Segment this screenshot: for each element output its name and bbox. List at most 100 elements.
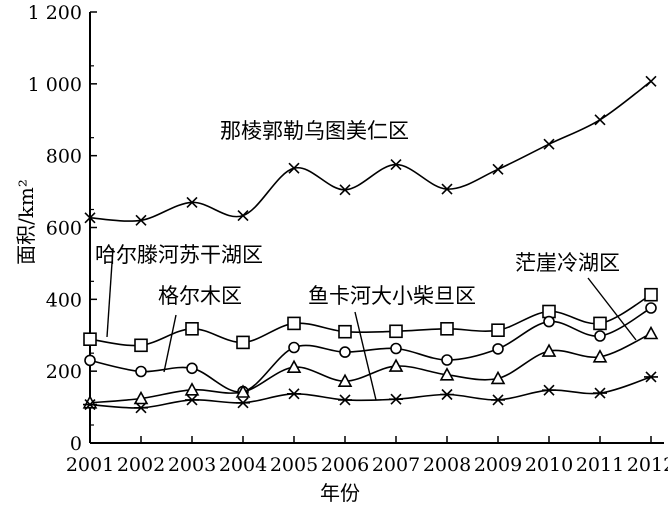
data-point xyxy=(84,212,96,224)
data-point xyxy=(237,210,249,222)
data-point xyxy=(134,338,148,353)
leader-line xyxy=(354,311,377,401)
series-square xyxy=(83,287,658,353)
series-label: 茫崖冷湖区 xyxy=(515,251,620,275)
data-point xyxy=(185,394,199,406)
x-tick-label: 2010 xyxy=(525,454,573,476)
x-tick-label: 2002 xyxy=(117,454,165,476)
data-point xyxy=(185,321,199,336)
series-annotation: 哈尔滕河苏干湖区 xyxy=(95,243,263,338)
series-star xyxy=(83,371,658,414)
data-point xyxy=(186,362,198,375)
data-point xyxy=(441,354,453,366)
series-line xyxy=(89,80,652,222)
data-point xyxy=(134,402,148,414)
leader-line xyxy=(163,314,177,373)
x-tick-label: 2011 xyxy=(576,454,624,476)
data-point xyxy=(543,315,555,328)
data-point xyxy=(236,397,250,409)
series-annotation: 茫崖冷湖区 xyxy=(515,251,637,341)
x-tick-label: 2001 xyxy=(66,454,114,476)
x-tick-label: 2003 xyxy=(168,454,216,476)
y-ticks: 0 200 400 600 800 1 000 1 200 xyxy=(28,2,97,455)
data-point xyxy=(592,349,608,363)
series-annotation: 那棱郭勒乌图美仁区 xyxy=(220,119,409,143)
data-point xyxy=(235,384,251,398)
series-triangle xyxy=(82,325,659,409)
data-point xyxy=(135,365,147,378)
data-point xyxy=(492,163,504,175)
data-point xyxy=(492,343,504,355)
series-label: 那棱郭勒乌图美仁区 xyxy=(220,119,409,143)
data-point xyxy=(491,323,505,338)
data-point xyxy=(83,332,97,347)
data-point xyxy=(389,324,403,339)
data-point xyxy=(440,321,454,336)
data-point xyxy=(593,316,607,331)
data-point xyxy=(338,394,352,406)
data-point xyxy=(594,114,606,126)
data-point xyxy=(643,325,659,340)
data-point xyxy=(542,304,556,319)
y-tick-label: 200 xyxy=(46,361,82,383)
data-point xyxy=(388,358,404,372)
x-tick-label: 2006 xyxy=(321,454,369,476)
y-tick-label: 800 xyxy=(46,146,82,168)
data-point xyxy=(337,373,353,388)
data-point xyxy=(288,341,300,354)
series-annotation: 鱼卡河大小柴旦区 xyxy=(308,284,476,401)
data-point xyxy=(84,354,96,367)
data-point xyxy=(288,162,300,174)
data-point xyxy=(83,399,97,411)
y-tick-label: 400 xyxy=(46,289,82,311)
data-point xyxy=(645,75,657,87)
data-point xyxy=(184,382,200,396)
data-point xyxy=(390,159,402,171)
data-point xyxy=(541,343,557,357)
data-point xyxy=(339,184,351,196)
data-point xyxy=(390,342,402,355)
series-label: 哈尔滕河苏干湖区 xyxy=(95,243,263,267)
data-point xyxy=(389,393,403,405)
x-ticks: 2001 2002 2003 2004 2005 2006 2007 2008 2009 2010… xyxy=(66,436,668,476)
data-point xyxy=(287,316,301,331)
data-point xyxy=(543,138,555,150)
data-point xyxy=(338,324,352,339)
data-point xyxy=(645,302,657,314)
data-point xyxy=(286,359,302,374)
data-point xyxy=(287,388,301,400)
y-tick-label: 600 xyxy=(46,218,82,240)
x-tick-label: 2009 xyxy=(474,454,522,476)
data-point xyxy=(439,367,455,381)
data-point xyxy=(236,335,250,350)
leader-line xyxy=(106,247,114,338)
axes xyxy=(89,12,664,444)
data-point xyxy=(644,371,658,383)
x-axis-title: 年份 xyxy=(320,481,360,505)
x-tick-label: 2004 xyxy=(219,454,267,476)
series-x xyxy=(84,75,657,226)
data-point xyxy=(594,330,606,342)
data-point xyxy=(440,388,454,401)
data-point xyxy=(186,196,198,208)
series-annotation: 格尔木区 xyxy=(158,284,242,373)
data-point xyxy=(441,183,453,195)
series-layer xyxy=(82,75,659,414)
data-point xyxy=(491,394,505,406)
data-point xyxy=(593,387,607,399)
y-tick-label: 0 xyxy=(70,433,82,455)
data-point xyxy=(542,384,556,396)
leader-line xyxy=(587,277,637,341)
series-label: 格尔木区 xyxy=(158,284,242,308)
x-tick-label: 2008 xyxy=(423,454,471,476)
series-label: 鱼卡河大小柴旦区 xyxy=(308,284,476,308)
data-point xyxy=(133,390,149,405)
data-point xyxy=(135,214,147,226)
data-point xyxy=(644,287,658,302)
y-tick-label: 1 200 xyxy=(28,2,82,24)
y-tick-label: 1 000 xyxy=(28,74,82,96)
y-axis-title: 面积/km² xyxy=(14,179,38,265)
x-tick-label: 2007 xyxy=(372,454,420,476)
